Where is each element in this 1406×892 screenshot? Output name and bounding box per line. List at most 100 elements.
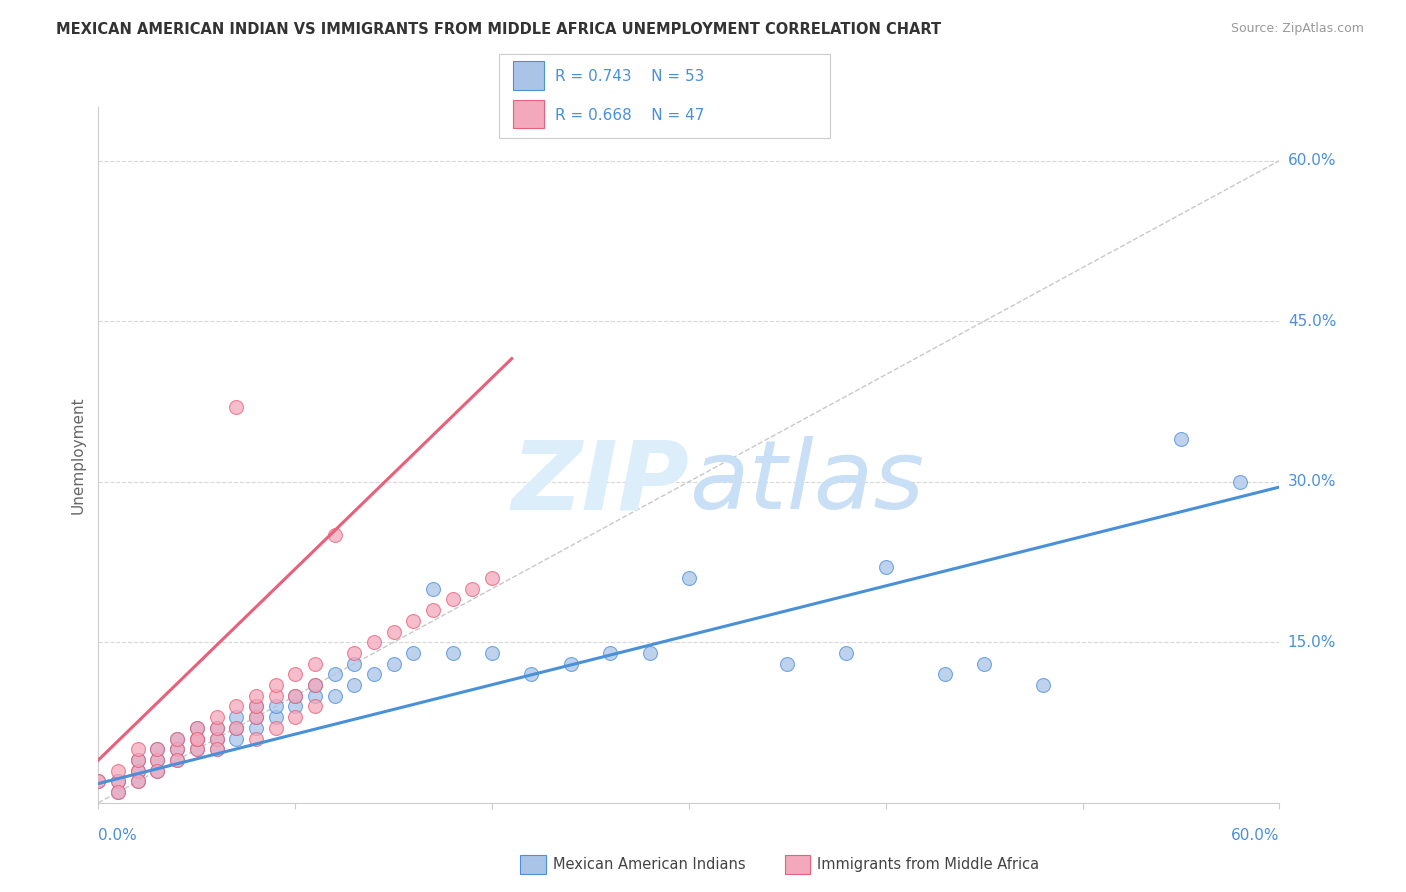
Point (146, 764, 169, 778)
Point (363, 667, 385, 681)
Point (225, 710, 247, 724)
Text: atlas: atlas (689, 436, 924, 529)
Point (875, 560, 897, 574)
Point (382, 624, 405, 639)
Point (205, 742, 228, 756)
Point (323, 667, 346, 681)
Text: Mexican American Indians: Mexican American Indians (553, 857, 745, 871)
Point (422, 603, 444, 617)
Point (127, 753, 149, 767)
Point (186, 731, 208, 746)
Point (599, 646, 621, 660)
Point (245, 710, 267, 724)
Text: 0.0%: 0.0% (98, 828, 138, 843)
Point (245, 699, 267, 714)
Point (481, 571, 503, 585)
Text: Immigrants from Middle Africa: Immigrants from Middle Africa (817, 857, 1039, 871)
Point (264, 678, 287, 692)
Point (127, 753, 149, 767)
Point (166, 742, 188, 756)
Point (638, 646, 661, 660)
Point (186, 721, 208, 735)
Point (343, 646, 366, 660)
Point (166, 731, 188, 746)
Point (127, 764, 149, 778)
Point (343, 657, 366, 671)
Point (461, 582, 484, 596)
Point (441, 592, 464, 607)
Point (146, 764, 169, 778)
Point (205, 721, 228, 735)
Point (264, 710, 287, 724)
Point (284, 710, 307, 724)
Text: 15.0%: 15.0% (1288, 635, 1336, 649)
Point (284, 689, 307, 703)
Point (245, 731, 267, 746)
Point (382, 657, 405, 671)
Point (1170, 432, 1192, 446)
Y-axis label: Unemployment: Unemployment (70, 396, 86, 514)
Point (107, 785, 129, 799)
Text: 60.0%: 60.0% (1288, 153, 1336, 168)
Point (87, 774, 110, 789)
Point (225, 721, 247, 735)
Text: R = 0.668    N = 47: R = 0.668 N = 47 (555, 108, 704, 123)
Point (284, 699, 307, 714)
Point (284, 667, 307, 681)
Point (323, 689, 346, 703)
Point (225, 721, 247, 735)
Point (304, 657, 326, 671)
Point (107, 774, 129, 789)
Point (402, 646, 425, 660)
Point (186, 742, 208, 756)
Point (107, 774, 129, 789)
Text: ZIP: ZIP (510, 436, 689, 529)
Point (205, 731, 228, 746)
Point (205, 721, 228, 735)
Point (186, 731, 208, 746)
Point (973, 657, 995, 671)
Text: 60.0%: 60.0% (1232, 828, 1279, 843)
Text: R = 0.743    N = 53: R = 0.743 N = 53 (555, 69, 704, 84)
Point (304, 699, 326, 714)
Point (225, 731, 247, 746)
Point (107, 764, 129, 778)
Point (186, 721, 208, 735)
Point (402, 614, 425, 628)
Point (107, 785, 129, 799)
Point (225, 400, 247, 414)
Point (264, 689, 287, 703)
Point (166, 753, 188, 767)
Point (146, 753, 169, 767)
Point (205, 742, 228, 756)
Point (284, 689, 307, 703)
Point (304, 678, 326, 692)
Point (245, 689, 267, 703)
Point (127, 764, 149, 778)
Point (205, 731, 228, 746)
Point (264, 721, 287, 735)
Point (87, 774, 110, 789)
Point (166, 753, 188, 767)
Text: Source: ZipAtlas.com: Source: ZipAtlas.com (1230, 22, 1364, 36)
Point (146, 753, 169, 767)
Point (146, 742, 169, 756)
Point (166, 742, 188, 756)
Point (146, 742, 169, 756)
Point (245, 699, 267, 714)
Point (481, 646, 503, 660)
Point (934, 667, 956, 681)
Point (127, 774, 149, 789)
Point (245, 710, 267, 724)
Point (1032, 678, 1054, 692)
Point (304, 689, 326, 703)
Text: MEXICAN AMERICAN INDIAN VS IMMIGRANTS FROM MIDDLE AFRICA UNEMPLOYMENT CORRELATIO: MEXICAN AMERICAN INDIAN VS IMMIGRANTS FR… (56, 22, 942, 37)
Point (1229, 475, 1251, 489)
Point (441, 646, 464, 660)
Point (186, 731, 208, 746)
Point (264, 699, 287, 714)
Point (245, 721, 267, 735)
Point (127, 742, 149, 756)
Text: 30.0%: 30.0% (1288, 475, 1336, 489)
Point (422, 582, 444, 596)
